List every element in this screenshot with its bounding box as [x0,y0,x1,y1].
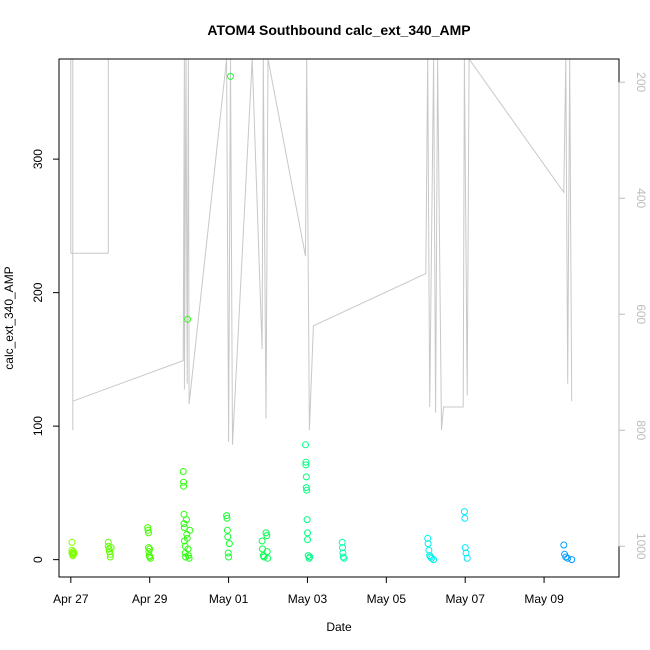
data-point [106,550,114,558]
overlay-series-line [70,57,573,445]
data-point [302,441,309,449]
y-tick-label: 0 [31,556,45,563]
data-point [107,544,115,552]
right-tick-label: 200 [634,72,648,92]
data-point [264,554,272,562]
data-point [460,508,468,516]
data-point [302,484,310,492]
x-tick-label: May 07 [446,592,486,606]
data-point [568,556,576,564]
data-point [302,473,310,481]
y-tick-label: 100 [31,416,45,436]
data-point [305,554,313,562]
data-point [428,554,436,562]
data-point [104,538,112,546]
plot-frame [58,58,620,578]
y-tick-label: 300 [31,149,45,169]
data-point [223,526,231,534]
y-tick-label: 200 [31,282,45,302]
data-point [339,549,347,557]
data-point [425,546,433,554]
x-tick-label: May 03 [288,592,328,606]
data-point [179,468,187,475]
data-point [258,537,266,545]
x-tick-label: May 01 [209,592,249,606]
data-point [146,553,154,561]
data-point [146,545,154,553]
data-point [69,548,77,556]
data-point [461,544,469,552]
right-tick-label: 400 [634,188,648,208]
y-axis: 0 100 200 300 [31,149,60,563]
data-point [463,554,471,562]
data-point [224,533,232,541]
data-point [339,553,347,561]
data-point [304,536,311,544]
data-point [225,540,233,548]
data-point [304,529,311,537]
right-tick-label: 1000 [634,533,648,560]
data-point [144,524,152,532]
data-point [224,549,232,557]
x-tick-label: May 05 [367,592,407,606]
data-point [302,458,310,466]
data-point [303,486,311,494]
data-point [144,526,152,534]
data-point [183,534,191,542]
data-point [338,538,346,546]
data-point [462,549,470,557]
data-point [184,552,192,560]
data-point [180,478,188,486]
data-point [180,524,188,532]
x-tick-label: Apr 29 [132,592,168,606]
data-point [461,514,469,522]
overlay-line [70,57,573,445]
right-tick-label: 600 [634,304,648,324]
data-point [340,554,348,562]
right-axis: 200 400 600 800 1000 [618,72,648,560]
data-point [182,516,190,524]
data-point [560,541,568,549]
data-point [424,534,432,542]
data-point [147,554,154,562]
x-tick-label: Apr 27 [53,592,89,606]
data-point [562,553,570,561]
data-point [185,554,193,562]
data-point [339,544,346,552]
data-point [70,549,78,557]
data-point [106,553,114,561]
data-point [186,526,194,534]
data-point [223,514,231,522]
y-axis-label: calc_ext_340_AMP [2,266,16,369]
data-point [302,461,310,469]
data-point [223,512,231,520]
data-point [225,553,233,561]
data-point [430,556,438,564]
data-point [424,540,432,548]
right-tick-label: 800 [634,420,648,440]
data-point [184,545,192,553]
data-point [260,553,268,561]
x-axis: Apr 27 Apr 29 May 01 May 03 May 05 May 07 May … [53,576,564,606]
x-tick-label: May 09 [524,592,564,606]
x-axis-label: Date [326,620,352,634]
data-point [227,72,234,80]
chart-title: ATOM4 Southbound calc_ext_340_AMP [207,22,470,38]
data-point [263,532,271,540]
data-point [303,516,311,524]
data-point [564,554,572,562]
points-layer [68,72,576,564]
data-point [184,315,192,323]
data-point [180,482,188,490]
data-point [145,544,152,552]
data-point [105,545,113,553]
data-point [263,548,271,556]
data-point [145,529,152,537]
data-point [68,538,76,546]
data-point [306,553,314,561]
